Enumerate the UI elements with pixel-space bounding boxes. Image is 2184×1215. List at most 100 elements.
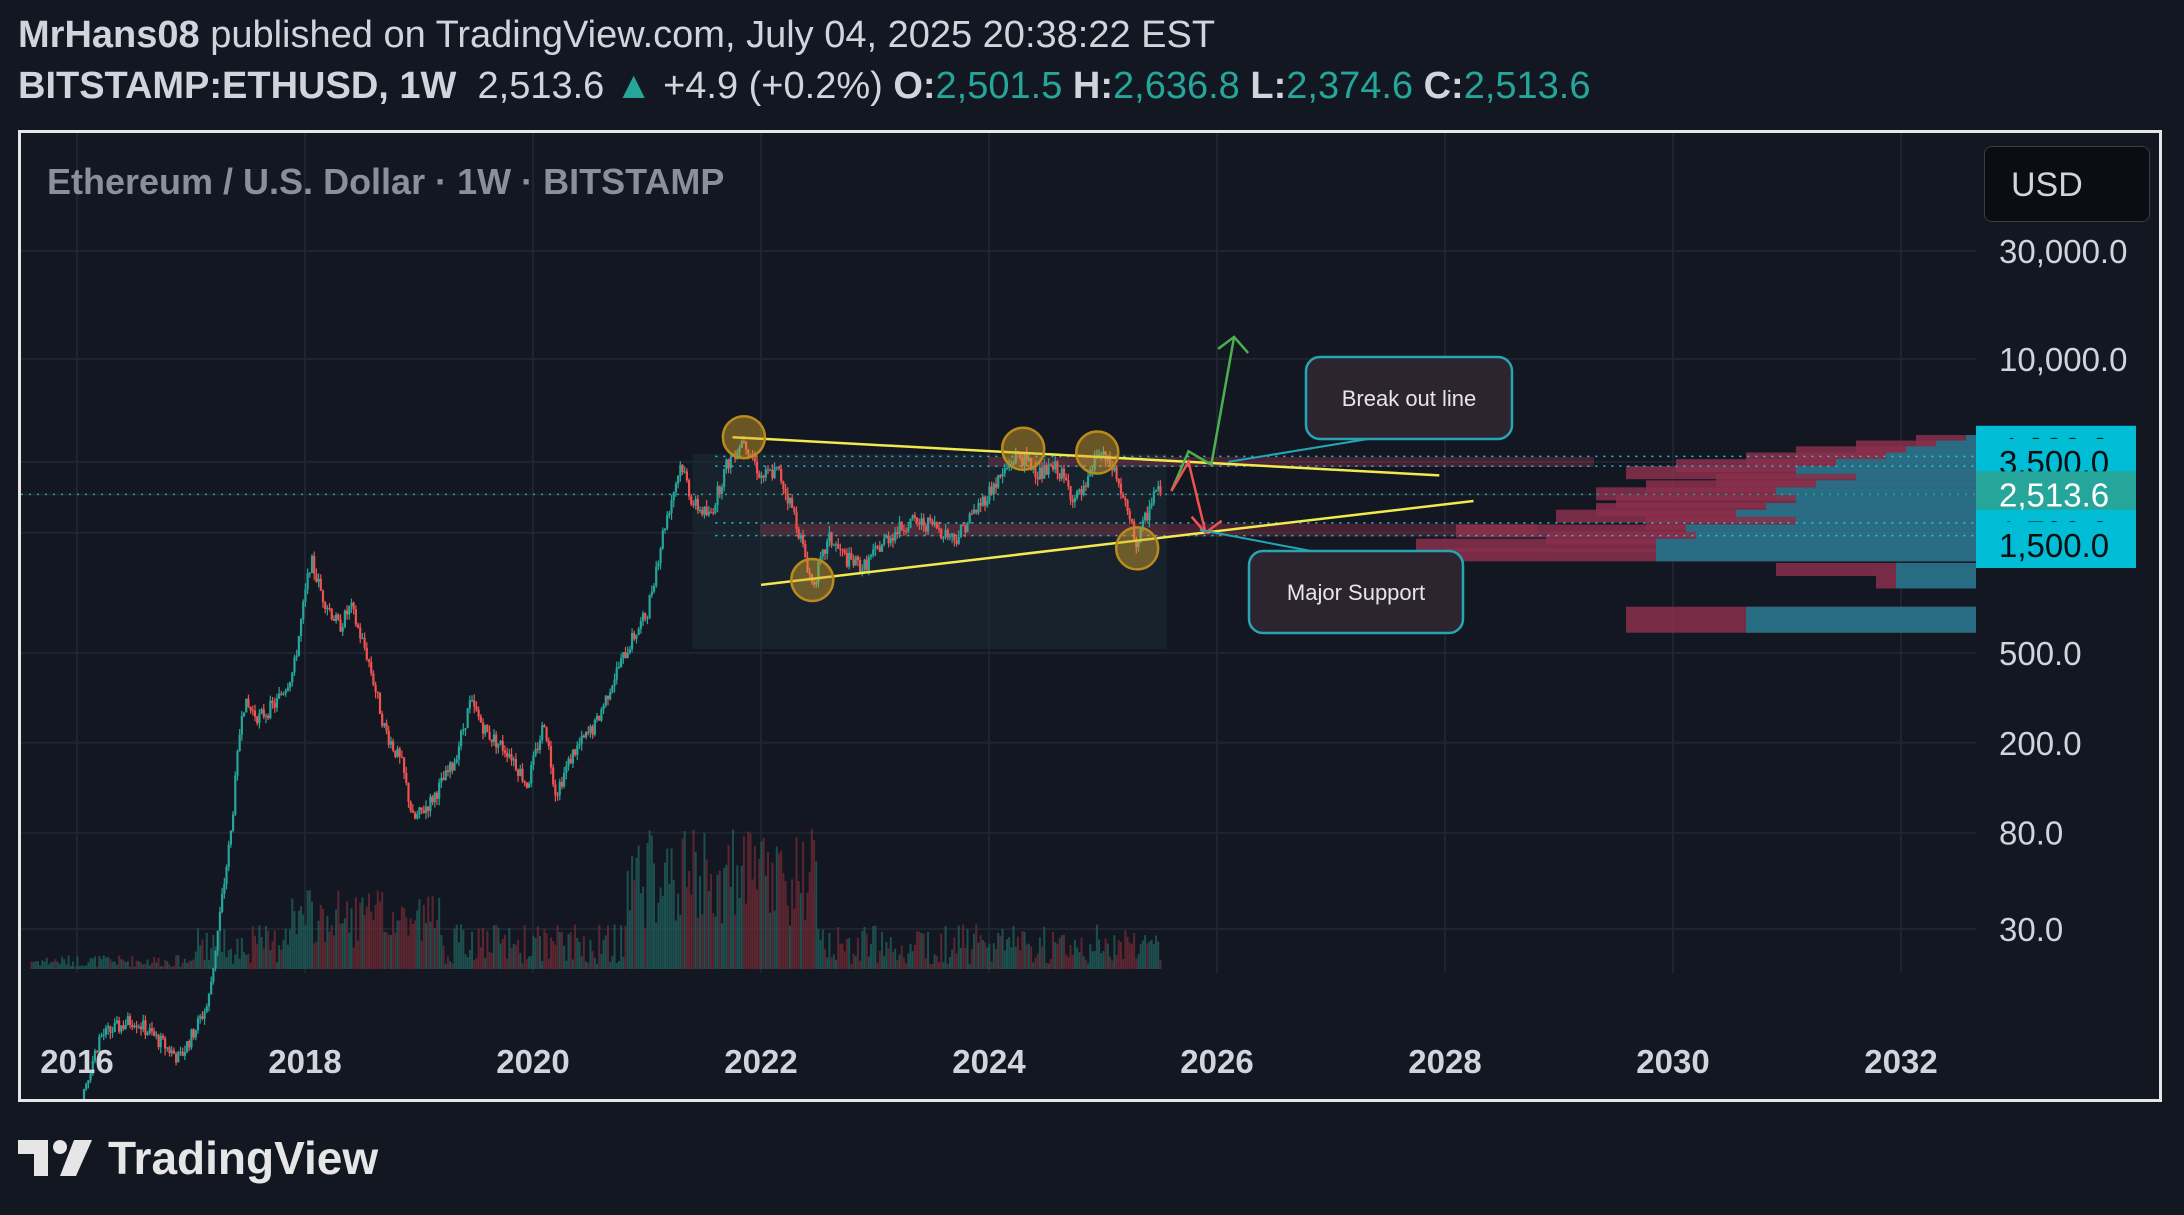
volume-bar: [622, 956, 625, 969]
volume-bar: [1133, 932, 1136, 969]
author-name[interactable]: MrHans08: [18, 14, 200, 56]
annotation-support-pointer: [1199, 528, 1312, 552]
volume-bar: [613, 924, 616, 969]
annotation-support-box[interactable]: [1247, 549, 1465, 635]
candle-body: [1128, 511, 1131, 520]
volume-bar: [451, 963, 454, 969]
candle-body: [902, 530, 906, 532]
candle-body: [157, 1034, 160, 1048]
candle-body: [712, 512, 715, 514]
candle-body: [1067, 480, 1070, 486]
candle-body: [1012, 463, 1015, 465]
volume-bar: [133, 966, 136, 969]
volume-bar: [269, 950, 272, 969]
candle-body: [400, 756, 403, 758]
volume-bar: [1021, 931, 1024, 969]
candle-body: [242, 712, 246, 716]
candle-body: [1054, 461, 1057, 470]
volume-bar: [462, 930, 465, 969]
candle-body: [703, 506, 706, 515]
volume-bar: [834, 959, 837, 969]
profile-buy: [1656, 548, 1976, 562]
volume-bar: [986, 947, 989, 969]
candle-body: [1102, 451, 1105, 455]
candle-body: [288, 682, 292, 688]
candle-body: [1069, 485, 1072, 500]
candle-body: [124, 1024, 127, 1029]
volume-bar: [703, 832, 706, 969]
candle-body: [133, 1025, 136, 1028]
candle-body: [1100, 454, 1103, 456]
candle-body: [194, 1030, 197, 1038]
candle-body: [951, 533, 954, 537]
bearish-projection: [1170, 458, 1207, 534]
volume-bar: [78, 966, 81, 969]
candle-body: [1126, 500, 1129, 512]
candle-body: [1124, 497, 1127, 501]
volume-bar: [1109, 956, 1112, 969]
volume-bar: [707, 891, 710, 969]
volume-bar: [85, 965, 88, 969]
price-badge-label: 1,500.0: [1999, 527, 2109, 564]
candle-body: [992, 483, 995, 495]
candle-body: [565, 766, 568, 773]
volume-bar: [98, 956, 101, 969]
candle-body: [514, 759, 517, 770]
candle-body: [536, 748, 539, 751]
candle-body: [819, 556, 822, 562]
candle-body: [321, 590, 325, 603]
volume-bar: [549, 937, 552, 969]
volume-bar: [865, 933, 868, 969]
candle-body: [915, 517, 919, 523]
volume-bar: [878, 950, 881, 969]
volume-bar: [512, 943, 515, 969]
candle-body: [799, 535, 802, 539]
high-label: H:: [1072, 65, 1114, 107]
candle-body: [957, 536, 960, 544]
candle-body: [894, 531, 897, 541]
candle-body: [150, 1028, 154, 1032]
volume-bar: [992, 943, 995, 969]
candle-body: [1133, 521, 1136, 539]
volume-bar: [440, 935, 443, 969]
candle-body: [1143, 512, 1147, 521]
footer-brand: TradingView: [108, 1132, 379, 1184]
candle-body: [126, 1016, 129, 1025]
open-value: 2,501.5: [935, 65, 1063, 107]
price-chart[interactable]: Break out line Major Support 2016 2018 2020…: [21, 133, 2159, 1099]
volume-bar: [940, 933, 943, 969]
volume-bar: [335, 909, 338, 969]
volume-bar: [374, 904, 377, 969]
volume-bar: [422, 904, 425, 969]
annotation-breakout-box[interactable]: [1304, 355, 1514, 441]
volume-bar: [786, 905, 789, 969]
volume-bar: [1124, 930, 1127, 969]
candle-body: [705, 506, 708, 516]
candle-body: [516, 769, 520, 776]
volume-bar: [490, 953, 493, 969]
price-change: +4.9 (+0.2%): [663, 65, 883, 107]
candle-body: [929, 517, 932, 521]
volume-bar: [600, 954, 603, 969]
candle-body: [144, 1020, 147, 1035]
candle-body: [1034, 467, 1037, 478]
candle-body: [848, 552, 851, 567]
volume-bar: [260, 937, 263, 969]
candle-body: [817, 561, 820, 582]
volume-bar: [635, 857, 638, 969]
chart-frame[interactable]: Break out line Major Support 2016 2018 2020…: [18, 130, 2162, 1102]
x-tick-label: 2026: [1180, 1043, 1253, 1080]
candle-body: [538, 740, 542, 751]
tradingview-logo[interactable]: TradingView: [18, 1128, 378, 1188]
candle-body: [617, 667, 621, 669]
candle-body: [687, 480, 691, 497]
candle-body: [392, 741, 395, 751]
candle-body: [1027, 457, 1030, 461]
volume-bar: [714, 916, 717, 969]
volume-bar: [41, 960, 44, 969]
candle-body: [681, 464, 684, 473]
volume-bar: [753, 845, 756, 969]
candle-body: [856, 556, 859, 560]
currency-button[interactable]: USD: [1984, 146, 2150, 222]
candle-body: [433, 792, 436, 803]
